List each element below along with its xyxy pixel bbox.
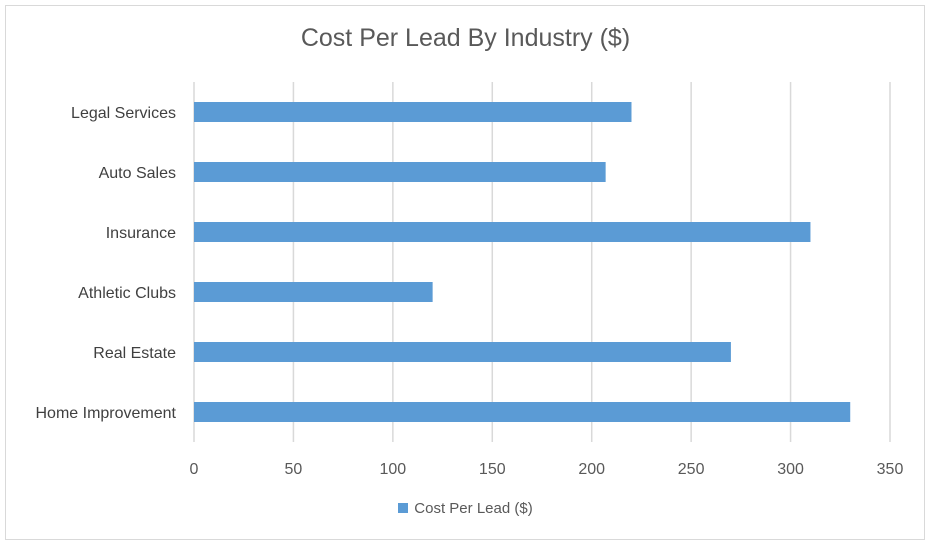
x-tick-label: 50 (285, 461, 303, 478)
x-tick-label: 0 (190, 461, 199, 478)
x-tick-label: 250 (678, 461, 705, 478)
legend-label: Cost Per Lead ($) (414, 500, 533, 517)
chart-frame (5, 5, 925, 540)
y-category-label: Athletic Clubs (78, 285, 176, 302)
x-tick-label: 150 (479, 461, 506, 478)
x-tick-label: 100 (380, 461, 407, 478)
bar-home-improvement (194, 402, 851, 422)
y-category-label: Auto Sales (99, 165, 176, 182)
chart-title: Cost Per Lead By Industry ($) (300, 24, 631, 52)
y-category-label: Home Improvement (36, 405, 177, 422)
x-tick-label: 350 (877, 461, 904, 478)
x-tick-label: 300 (777, 461, 804, 478)
legend: Cost Per Lead ($) (0, 500, 931, 517)
bar-real-estate (194, 342, 731, 362)
y-category-label: Legal Services (71, 105, 176, 122)
legend-swatch (398, 503, 409, 513)
bar-auto-sales (194, 162, 606, 182)
x-tick-label: 200 (578, 461, 605, 478)
y-category-label: Real Estate (93, 345, 176, 362)
y-category-label: Insurance (106, 225, 176, 242)
bar-insurance (194, 222, 811, 242)
bar-athletic-clubs (194, 282, 433, 302)
bar-legal-services (194, 102, 632, 122)
